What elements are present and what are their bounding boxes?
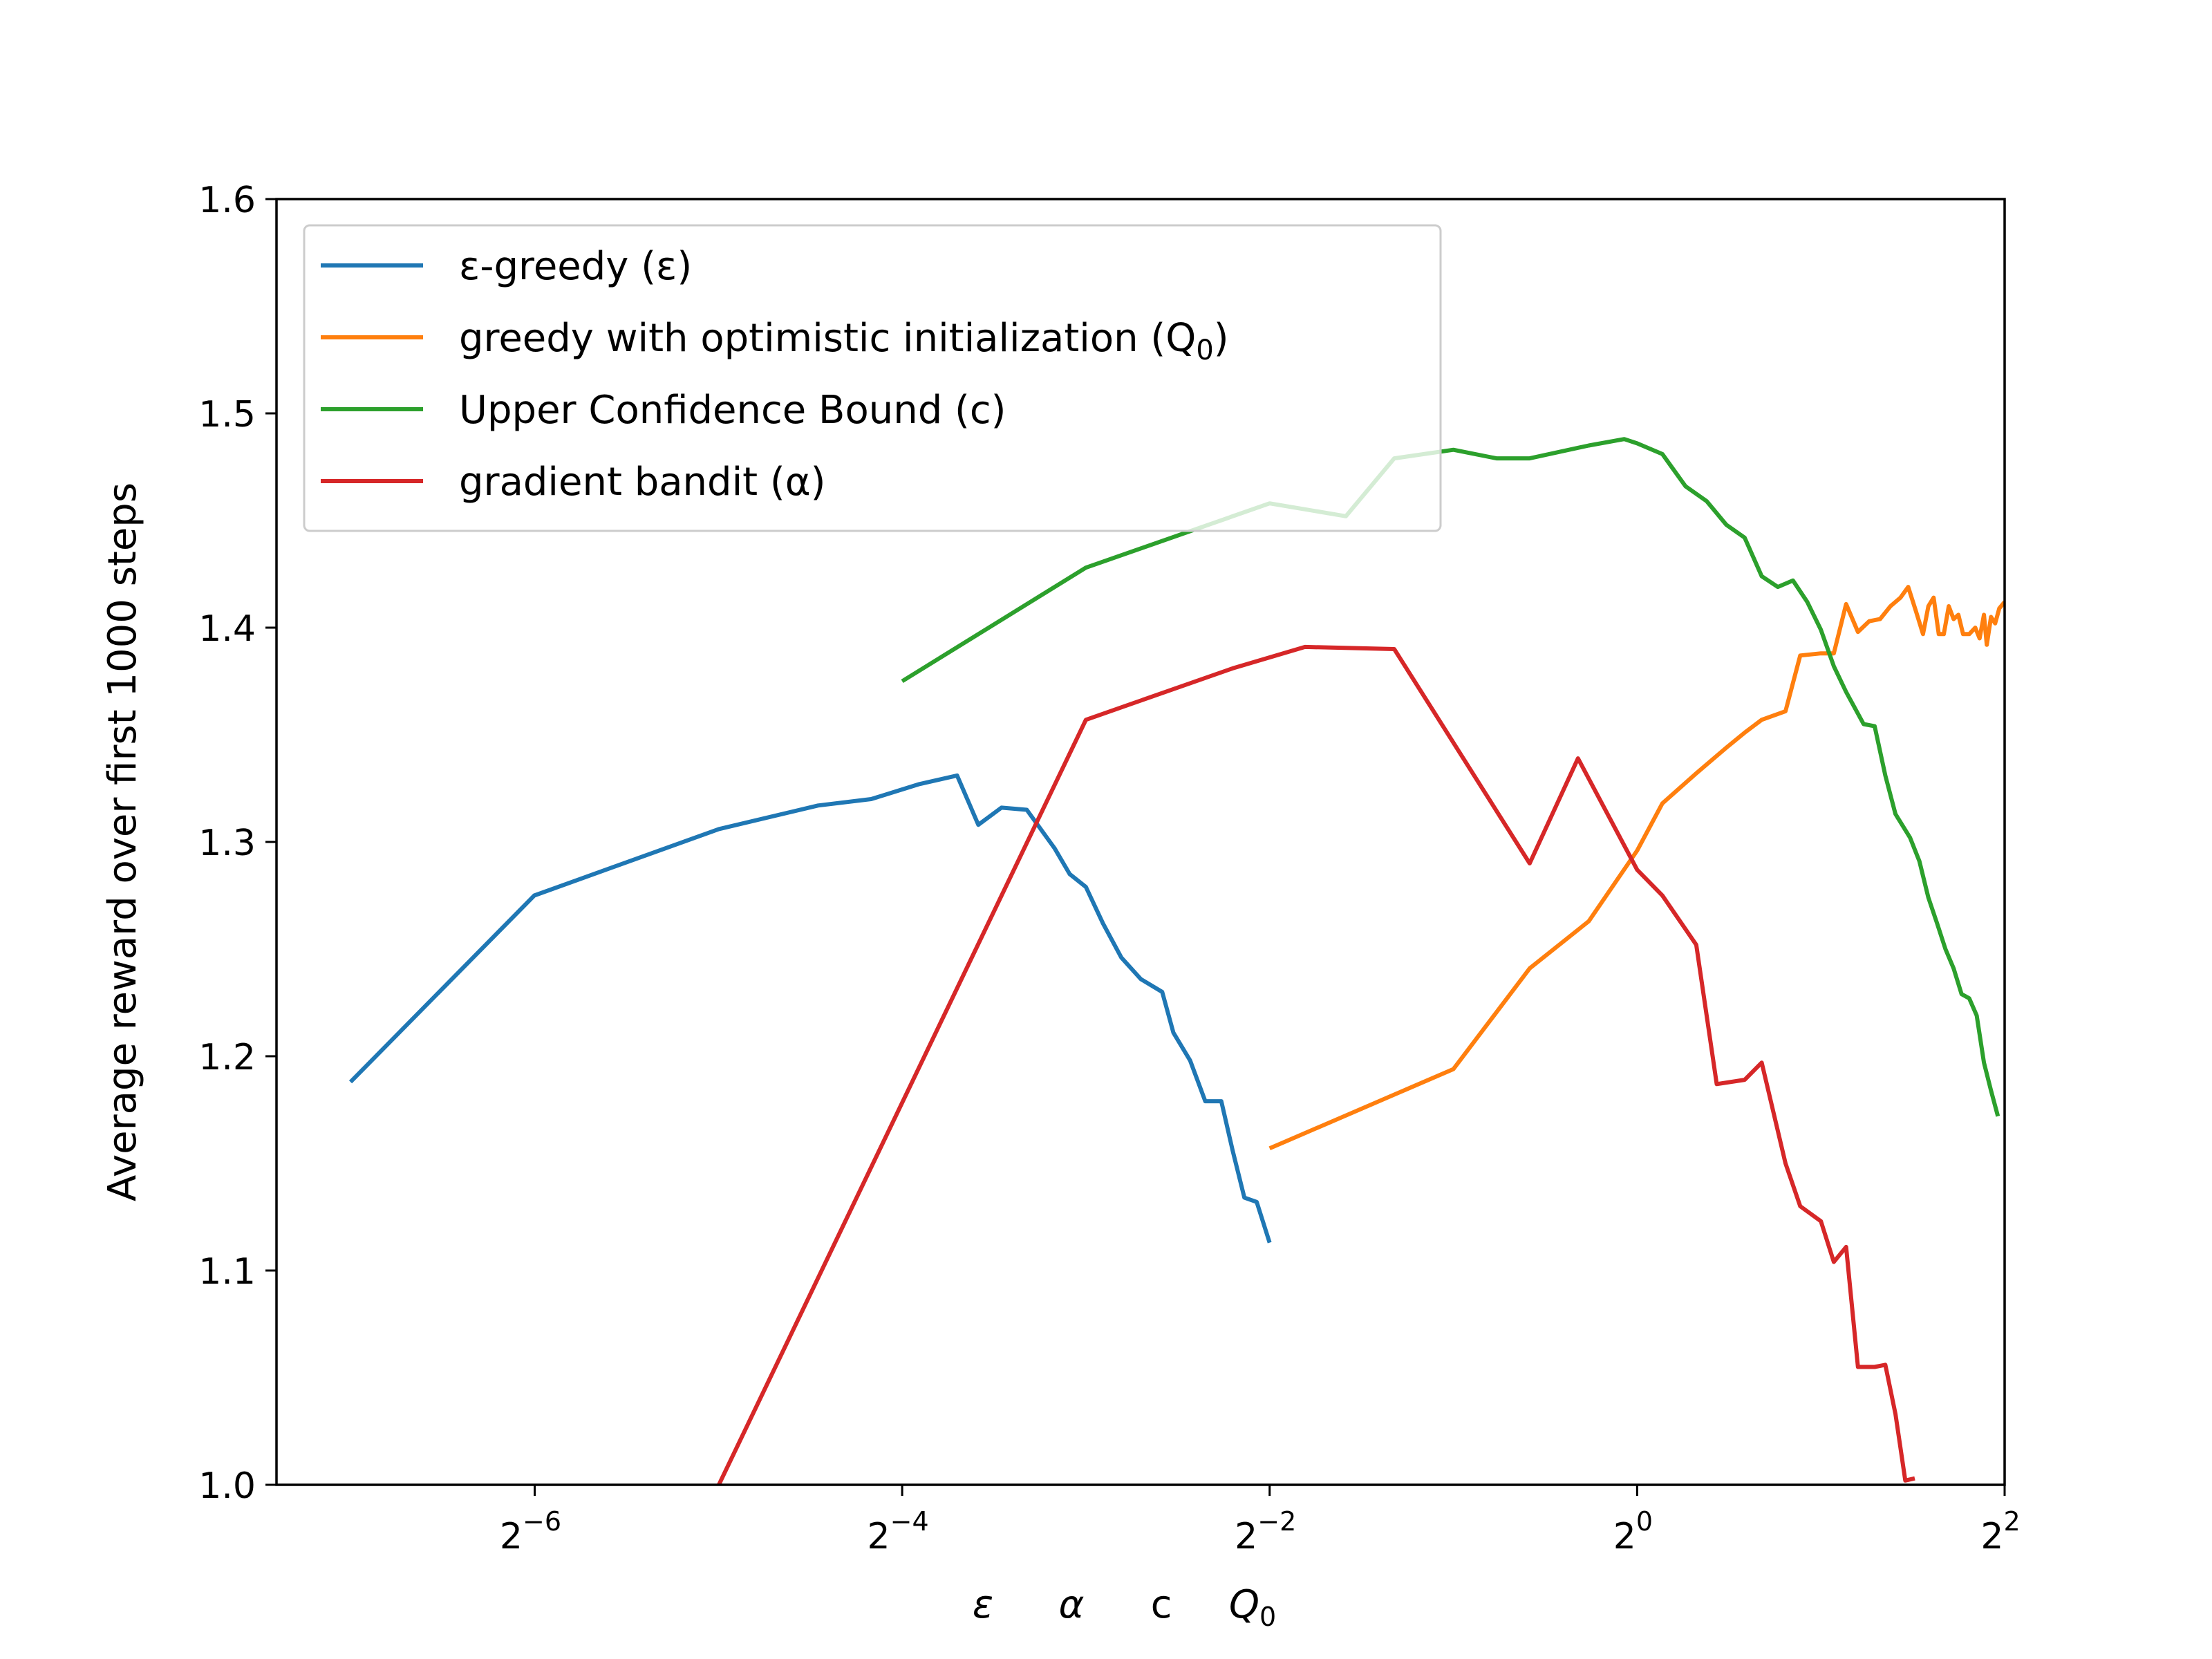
x-label-alpha: α	[1059, 1582, 1085, 1627]
x-label-c: c	[1151, 1582, 1172, 1627]
y-axis: 1.0 1.1 1.2 1.3 1.4 1.5 1.6	[198, 180, 276, 1507]
y-tick-label: 1.2	[198, 1037, 256, 1078]
series-line-1	[1268, 585, 2005, 1151]
series-layer	[348, 437, 2005, 1485]
y-axis-label: Average reward over first 1000 steps	[100, 482, 145, 1201]
x-tick-label: 2−4	[868, 1506, 929, 1557]
y-tick-label: 1.1	[198, 1251, 256, 1293]
x-label-q0: Q0	[1229, 1582, 1276, 1632]
x-axis: 2−6 2−4 2−2 20 22	[500, 1485, 2021, 1557]
series-line-0	[348, 773, 1272, 1244]
legend-label: ε-greedy (ε)	[459, 244, 692, 289]
legend: ε-greedy (ε) greedy with optimistic initi…	[303, 224, 1442, 532]
series-line-3	[717, 644, 1915, 1485]
legend-label: gradient bandit (α)	[459, 460, 826, 505]
y-tick-label: 1.6	[198, 180, 256, 221]
series-line-2	[901, 437, 2000, 1117]
x-tick-label: 2−6	[500, 1506, 561, 1557]
legend-box	[303, 224, 1442, 532]
x-label-epsilon: ε	[973, 1582, 993, 1627]
x-tick-label: 20	[1613, 1506, 1653, 1557]
y-tick-label: 1.3	[198, 823, 256, 864]
legend-label: greedy with optimistic initialization (Q…	[459, 316, 1229, 366]
y-tick-label: 1.5	[198, 394, 256, 435]
x-tick-label: 2−2	[1235, 1506, 1296, 1557]
x-tick-label: 22	[1980, 1506, 2020, 1557]
y-tick-label: 1.0	[198, 1465, 256, 1507]
y-tick-label: 1.4	[198, 608, 256, 650]
x-axis-label: ε α c Q0	[973, 1582, 1276, 1632]
legend-label: Upper Confidence Bound (c)	[459, 388, 1006, 433]
